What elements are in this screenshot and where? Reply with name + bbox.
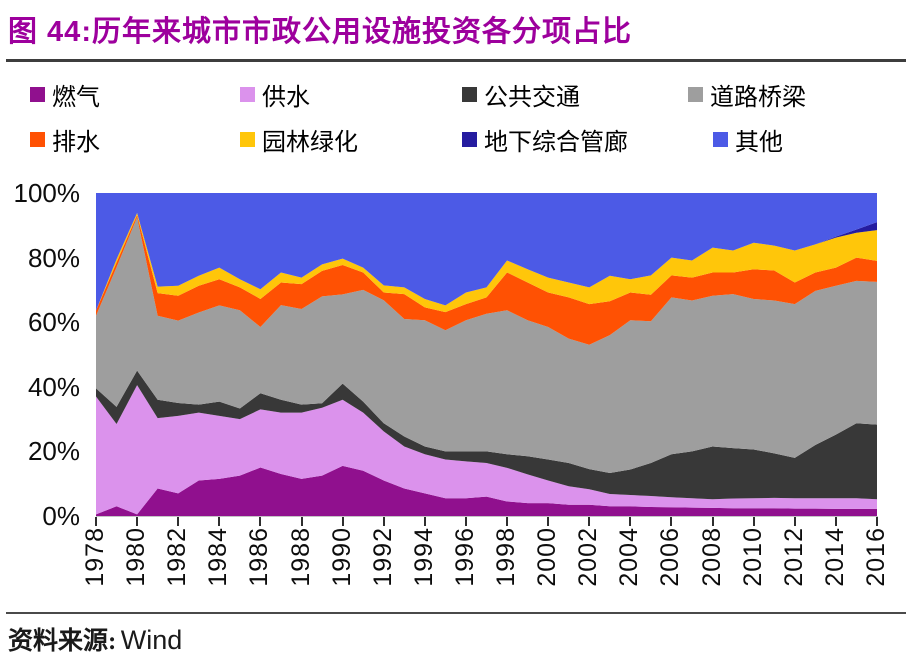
x-axis-tick [218,517,221,526]
x-axis-label: 2010 [738,527,767,587]
x-axis-label: 2016 [862,527,890,587]
legend-label: 其他 [735,129,783,156]
x-axis-tick [752,517,755,526]
legend-label: 燃气 [52,84,100,111]
x-axis-label: 2008 [697,527,726,587]
y-axis-label: 80% [27,242,80,273]
x-axis-tick [259,517,262,526]
plot-area [96,193,877,516]
x-axis-tick [793,517,796,526]
x-axis-label: 2002 [574,527,603,587]
x-axis-tick [300,517,303,526]
x-axis-label: 1988 [286,527,315,587]
x-axis-label: 1994 [409,527,438,587]
source-value: Wind [120,625,183,655]
y-axis-label: 40% [27,371,80,402]
y-axis-label: 20% [27,436,80,467]
x-axis-tick [464,517,467,526]
legend-swatch-roads-bridges [688,87,703,102]
y-axis-label: 0% [42,501,80,531]
legend-item-roads-bridges: 道路桥梁 [688,77,806,112]
x-axis-tick [423,517,426,526]
x-axis-tick [177,517,180,526]
x-axis-tick [382,517,385,526]
y-axis-label: 60% [27,307,80,338]
legend-label: 供水 [262,84,310,111]
x-axis-label: 2000 [533,527,562,587]
legend-item-public-transit: 公共交通 [462,77,580,112]
area-other [96,193,877,311]
x-axis-label: 1996 [450,527,479,587]
x-axis-label: 1998 [492,527,521,587]
legend-swatch-water-supply [240,87,255,102]
legend-swatch-gas [30,87,45,102]
x-axis-tick [136,517,139,526]
area-public-transit [96,370,877,500]
y-axis-label: 100% [13,178,81,208]
footer-divider [6,612,906,614]
x-axis-label: 2004 [615,527,644,587]
x-axis-label: 1984 [204,527,233,587]
x-axis-label: 2014 [820,527,849,587]
legend-swatch-other [713,132,728,147]
x-axis-tick [876,517,878,526]
x-axis-tick [588,517,591,526]
source-label: 资料来源: [8,628,117,655]
legend-item-other: 其他 [713,122,783,157]
area-water-supply [96,385,877,515]
x-axis-tick [711,517,714,526]
x-axis-label: 1992 [368,527,397,587]
legend-item-water-supply: 供水 [240,77,310,112]
x-axis-tick [834,517,837,526]
title-divider [6,59,906,62]
x-axis-tick [670,517,673,526]
source-note: 资料来源: Wind [8,621,182,657]
x-axis-label: 2012 [779,527,808,587]
x-axis-label: 1982 [163,527,192,587]
x-axis-label: 2006 [656,527,685,587]
legend-label: 园林绿化 [262,129,358,156]
x-axis-label: 1990 [327,527,356,587]
legend-item-landscaping: 园林绿化 [240,122,358,157]
legend-item-utility-tunnel: 地下综合管廊 [462,122,628,157]
legend-label: 地下综合管廊 [484,129,628,156]
legend-item-gas: 燃气 [30,77,100,112]
x-axis-tick [95,517,97,526]
legend-label: 排水 [52,129,100,156]
x-axis-label: 1986 [245,527,274,587]
area-drainage [96,214,877,345]
x-axis-tick [629,517,632,526]
area-gas [96,465,877,516]
legend-swatch-public-transit [462,87,477,102]
legend-label: 道路桥梁 [710,84,806,111]
x-axis-label: 1978 [81,527,109,587]
area-landscaping [96,213,877,313]
area-roads-bridges [96,217,877,474]
x-axis-tick [547,517,550,526]
legend-item-drainage: 排水 [30,122,100,157]
x-axis-tick [506,517,509,526]
figure-title: 图 44:历年来城市市政公用设施投资各分项占比 [8,16,632,48]
legend-swatch-drainage [30,132,45,147]
legend-swatch-landscaping [240,132,255,147]
x-axis-tick [341,517,344,526]
legend-label: 公共交通 [484,84,580,111]
x-axis-line [96,516,878,517]
x-axis-label: 1980 [122,527,151,587]
legend-swatch-utility-tunnel [462,132,477,147]
